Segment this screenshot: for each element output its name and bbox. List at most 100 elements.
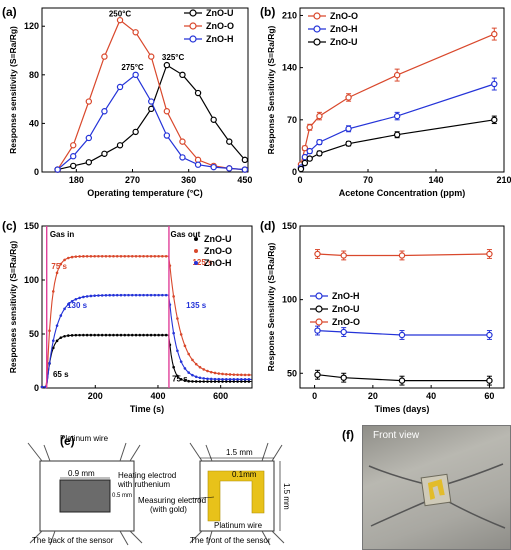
data-point xyxy=(116,83,124,91)
panel-letter-c: (c) xyxy=(2,219,17,233)
data-point xyxy=(63,334,66,338)
data-point xyxy=(93,254,96,258)
data-point xyxy=(108,293,112,297)
x-axis-label: Time (s) xyxy=(130,404,164,414)
legend-marker xyxy=(313,38,321,46)
x-tick-label: 0 xyxy=(312,391,317,401)
data-point xyxy=(134,254,138,258)
data-point xyxy=(316,112,323,120)
data-point xyxy=(67,303,70,306)
data-point xyxy=(132,128,139,136)
plot-frame xyxy=(41,225,253,389)
data-point xyxy=(183,379,187,382)
legend-marker xyxy=(194,261,198,265)
data-point xyxy=(51,346,55,350)
data-point xyxy=(85,295,89,298)
data-point xyxy=(221,377,224,381)
series-line xyxy=(317,330,490,336)
data-point xyxy=(116,16,124,24)
legend-label: ZnO-O xyxy=(332,317,360,327)
y-tick-label: 40 xyxy=(29,118,39,128)
panel-letter-b: (b) xyxy=(260,5,275,19)
data-point xyxy=(70,153,77,160)
data-point xyxy=(316,138,323,146)
data-point xyxy=(112,254,115,258)
data-point xyxy=(179,333,183,336)
plot-frame xyxy=(41,7,249,173)
data-point xyxy=(240,378,243,381)
x-tick-label: 400 xyxy=(150,391,165,401)
annotation: 130 s xyxy=(67,301,88,310)
data-point xyxy=(149,254,153,258)
annotation: 75 s xyxy=(172,375,188,384)
y-axis-label: Response Sensitivity (S=Ra/Rg) xyxy=(266,25,276,154)
data-point xyxy=(157,293,160,297)
chart-c: (c) 200 400 600 0 50 100 150 Time (s) Responses … xyxy=(2,219,253,414)
data-point xyxy=(48,329,51,332)
legend-label: ZnO-U xyxy=(330,37,358,47)
legend-marker xyxy=(194,249,198,253)
legend-label: ZnO-H xyxy=(204,258,232,268)
data-point xyxy=(345,94,352,101)
y-tick-label: 0 xyxy=(292,167,297,177)
data-point xyxy=(112,333,115,337)
data-point xyxy=(82,295,85,299)
data-point xyxy=(210,163,217,171)
data-point xyxy=(206,380,209,383)
data-point xyxy=(148,98,155,105)
y-tick-label: 0 xyxy=(34,383,39,393)
data-point xyxy=(194,362,198,366)
data-point xyxy=(115,293,119,297)
x-tick-label: 450 xyxy=(237,175,252,185)
data-point xyxy=(236,378,239,381)
photo-chip xyxy=(420,473,452,507)
data-point xyxy=(100,254,104,258)
data-point xyxy=(198,380,202,383)
data-point xyxy=(59,336,63,339)
data-point xyxy=(194,380,198,383)
data-point xyxy=(82,333,85,337)
sensor-diagram: (e) Platinum wire 0.9 mm Heating electro… xyxy=(27,434,291,546)
data-point xyxy=(491,80,498,88)
data-point xyxy=(202,377,206,380)
data-point xyxy=(210,116,217,123)
front-inner-label: 0.1mm xyxy=(232,470,257,479)
chart-d: (d) 0 20 40 60 50 100 150 Times (days) Response … xyxy=(260,219,505,414)
data-point xyxy=(301,144,309,152)
data-point xyxy=(74,255,78,258)
front-caption: The front of the sensor xyxy=(190,536,271,545)
data-point xyxy=(104,333,108,337)
series-line xyxy=(300,119,495,170)
data-point xyxy=(206,369,209,373)
data-point xyxy=(89,294,93,298)
data-point xyxy=(393,71,401,79)
sensor-back: Platinum wire 0.9 mm Heating electrod wi… xyxy=(27,434,176,546)
data-point xyxy=(161,333,164,337)
data-point xyxy=(74,333,78,337)
x-tick-label: 270 xyxy=(125,175,140,185)
data-point xyxy=(179,154,186,161)
back-wire-label: Platinum wire xyxy=(60,434,109,443)
data-point xyxy=(306,147,313,155)
data-point xyxy=(70,142,77,149)
legend-marker xyxy=(313,25,321,33)
data-point xyxy=(89,333,93,337)
data-point xyxy=(161,254,164,258)
data-point xyxy=(119,254,123,258)
data-point xyxy=(179,138,186,145)
data-point xyxy=(228,373,232,376)
data-point xyxy=(54,166,61,173)
x-tick-label: 210 xyxy=(496,175,511,185)
legend-label: ZnO-H xyxy=(332,291,360,301)
series-line xyxy=(57,64,246,171)
x-tick-label: 60 xyxy=(484,391,494,401)
data-point xyxy=(314,250,321,258)
legend-label: ZnO-O xyxy=(330,11,358,21)
data-point xyxy=(179,71,186,79)
data-point xyxy=(314,327,321,334)
data-point xyxy=(51,339,55,343)
front-side-label: 1.5 mm xyxy=(282,483,291,510)
data-point xyxy=(55,271,59,275)
data-point xyxy=(134,293,138,297)
panel-letter-f: (f) xyxy=(342,428,354,442)
